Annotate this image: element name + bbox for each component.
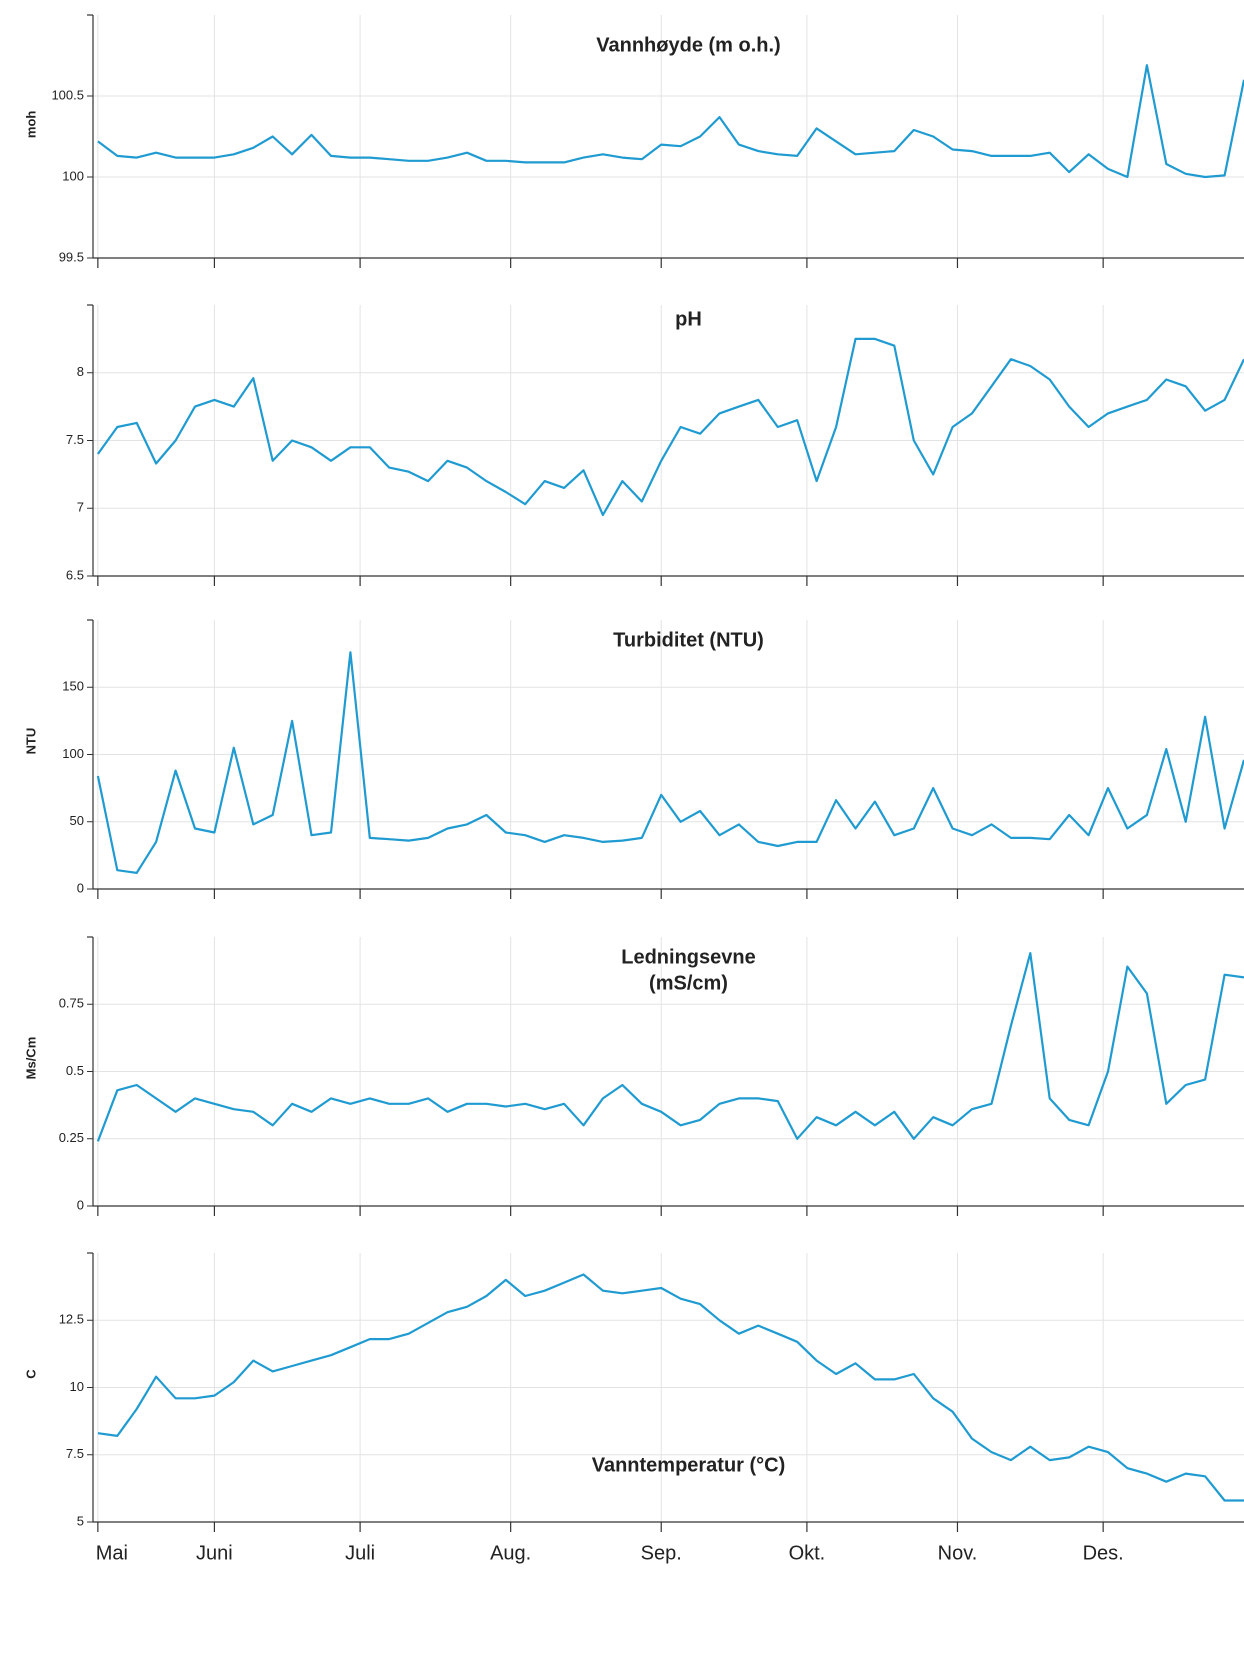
data-line [97, 1273, 1244, 1502]
x-tick-label: Aug. [490, 1542, 531, 1564]
chart-title: Turbiditet (NTU) [613, 629, 764, 651]
y-tick-label: 8 [77, 364, 84, 379]
data-line [97, 64, 1244, 179]
y-tick-label: 50 [70, 813, 84, 828]
data-line [96, 651, 1244, 874]
y-tick-label: 150 [62, 679, 84, 694]
chart-title: pH [675, 308, 702, 330]
y-tick-label: 7.5 [66, 432, 84, 447]
x-tick-label: Juli [345, 1542, 375, 1564]
chart-title: Vanntemperatur (°C) [592, 1454, 786, 1476]
y-tick-label: 0 [77, 880, 84, 895]
y-tick-label: 5 [77, 1513, 84, 1528]
x-tick-label: Nov. [938, 1542, 978, 1564]
data-line [97, 337, 1244, 517]
y-tick-label: 0 [77, 1197, 84, 1212]
x-tick-label: Sep. [641, 1542, 682, 1564]
y-axis-label: Ms/Cm [23, 1037, 38, 1080]
y-axis-label: NTU [23, 728, 38, 755]
x-tick-label: Juni [196, 1542, 233, 1564]
y-tick-label: 100 [62, 168, 84, 183]
x-tick-label: Mai [96, 1542, 128, 1564]
y-tick-label: 100 [62, 746, 84, 761]
y-tick-label: 12.5 [59, 1312, 84, 1327]
x-tick-label: Des. [1083, 1542, 1124, 1564]
y-axis-label: moh [23, 111, 38, 139]
y-tick-label: 7.5 [66, 1446, 84, 1461]
chart-title: (mS/cm) [649, 972, 728, 994]
chart-title: Ledningsevne [621, 946, 755, 968]
y-tick-label: 7 [77, 500, 84, 515]
data-line [96, 952, 1244, 1142]
y-tick-label: 0.5 [66, 1063, 84, 1078]
y-tick-label: 0.75 [59, 996, 84, 1011]
x-tick-label: Okt. [789, 1542, 826, 1564]
y-tick-label: 10 [70, 1379, 84, 1394]
y-tick-label: 0.25 [59, 1130, 84, 1145]
chart-title: Vannhøyde (m o.h.) [596, 34, 780, 56]
y-tick-label: 6.5 [66, 567, 84, 582]
y-tick-label: 99.5 [59, 249, 84, 264]
y-axis-label: C [23, 1369, 38, 1379]
y-tick-label: 100.5 [51, 87, 84, 102]
